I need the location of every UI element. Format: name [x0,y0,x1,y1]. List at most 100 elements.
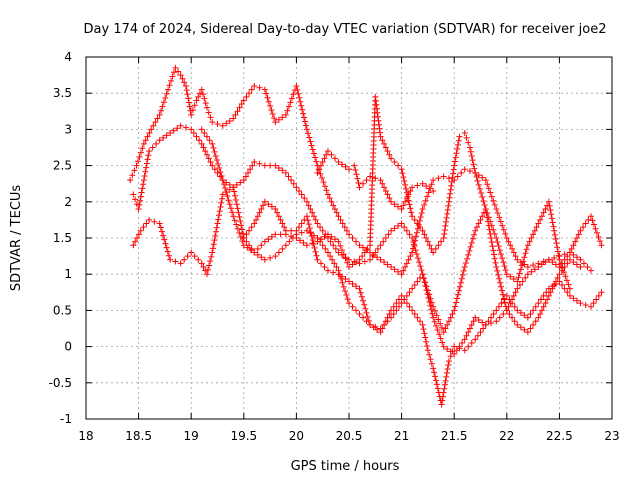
data-point-track-b [170,127,177,134]
data-point-track-e [427,295,434,302]
data-point-track-d [335,238,342,245]
data-point-track-b [361,258,368,265]
data-point-track-a [133,162,140,169]
data-point-track-e [314,256,321,263]
data-point-track-e [562,273,569,280]
data-point-track-d [500,295,507,302]
y-tick-label: 2.5 [53,159,72,173]
data-point-track-a [202,100,209,107]
data-point-track-e [542,206,549,213]
data-point-track-e [456,283,463,290]
data-point-track-a [377,256,384,263]
data-point-track-a [166,82,173,89]
x-tick-label: 19.5 [230,429,257,443]
data-point-track-e [288,227,295,234]
data-point-track-a [226,117,233,124]
data-point-track-a [343,227,350,234]
data-point-track-d [452,154,459,161]
data-point-track-d [402,181,409,188]
data-point-track-a [384,261,391,268]
data-point-track-b [367,256,374,263]
data-point-track-b [143,160,150,167]
data-point-track-d [432,245,439,252]
data-point-track-c [210,241,217,248]
data-point-track-b [153,140,160,147]
data-point-track-b [519,278,526,285]
data-point-track-e [551,227,558,234]
data-point-track-c [374,326,381,333]
data-point-track-c [480,325,487,332]
data-point-track-e [469,235,476,242]
data-point-track-a [440,173,447,180]
data-point-track-c [349,303,356,310]
x-tick-label: 18 [78,429,93,443]
data-point-track-b [310,213,317,220]
data-point-track-c [428,360,435,367]
data-point-track-d [314,238,321,245]
data-point-track-c [132,238,139,245]
data-point-track-a [592,225,599,232]
plot-frame [85,56,613,420]
data-point-track-a [507,242,514,249]
data-point-track-e [493,235,500,241]
data-point-track-c [582,301,589,308]
data-point-track-d [446,194,453,201]
data-point-track-b [573,254,580,261]
data-point-track-a [214,120,221,127]
data-point-track-d [406,201,413,208]
data-point-track-e [442,325,449,332]
data-point-track-e [240,235,247,241]
data-point-track-a [502,230,509,237]
data-point-track-a [312,154,319,161]
data-point-track-f [317,162,324,169]
data-point-track-a [240,97,247,104]
data-point-track-d [502,303,509,310]
data-point-track-d [226,201,233,208]
data-point-track-a [232,111,239,118]
data-point-track-e [357,289,364,296]
data-point-track-e [457,279,464,286]
data-point-track-a [154,115,161,122]
data-point-track-e [349,280,356,287]
data-point-track-c [160,232,167,239]
data-point-track-b [135,206,142,213]
data-point-track-e [554,244,561,251]
data-point-track-f [367,173,374,180]
y-tick-label: 0.5 [53,303,72,317]
y-axis-title: SDTVAR / TECUs [9,185,24,292]
data-point-track-d [321,233,328,240]
data-point-track-d [386,151,393,158]
data-point-track-e [460,267,467,274]
data-point-track-b [202,148,209,155]
data-point-track-b [312,216,319,223]
data-point-track-b [174,125,181,132]
data-point-track-c [443,373,450,380]
data-point-track-a [580,224,587,231]
data-point-track-a [175,68,182,75]
data-point-track-f [331,155,338,162]
data-point-track-c [537,296,544,303]
data-point-track-c [440,389,447,396]
data-point-track-c [587,303,594,310]
data-point-track-f [338,161,345,168]
data-point-track-d [421,231,428,238]
data-point-track-c [167,256,174,263]
data-point-track-c [206,262,213,269]
y-tick-label: -1 [60,412,72,426]
data-point-track-d [537,311,544,318]
data-point-track-c [324,249,331,256]
data-point-track-c [272,253,279,260]
data-point-track-b [330,242,337,249]
data-point-track-e [420,275,427,282]
data-point-track-c [275,249,282,256]
data-point-track-c [211,237,218,244]
data-point-track-a [251,82,258,89]
data-point-track-a [367,249,374,256]
data-point-track-e [258,206,265,213]
data-point-track-e [395,303,402,310]
data-point-track-e [566,285,573,292]
data-point-track-d [551,282,558,289]
data-point-track-c [258,254,265,261]
data-point-track-a [263,90,270,97]
data-point-track-e [555,252,562,259]
